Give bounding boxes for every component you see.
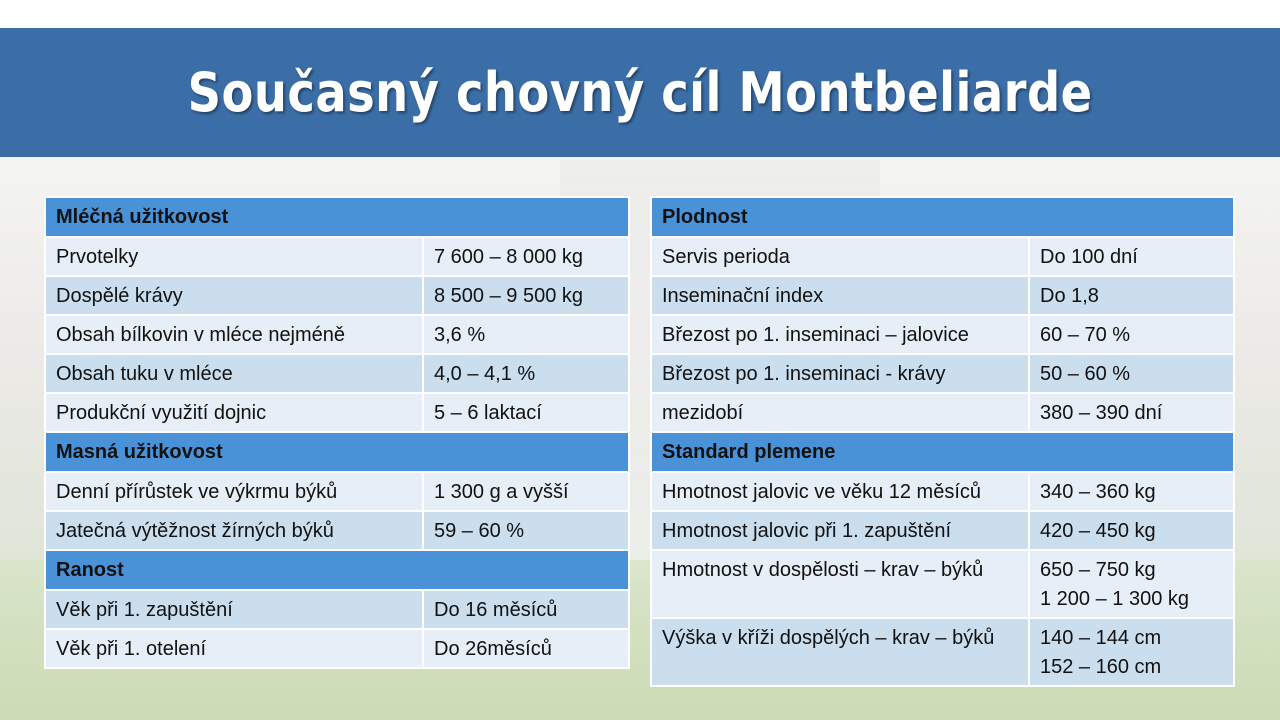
- row-value-cell: 650 – 750 kg 1 200 – 1 300 kg: [1028, 549, 1235, 619]
- table-row: Prvotelky 7 600 – 8 000 kg: [44, 236, 630, 277]
- table-row: Obsah bílkovin v mléce nejméně 3,6 %: [44, 314, 630, 355]
- section-header: Plodnost: [650, 196, 1235, 238]
- table-row: Věk při 1. otelení Do 26měsíců: [44, 628, 630, 669]
- row-value: 59 – 60 %: [422, 510, 630, 551]
- section-header-row: Masná užitkovost: [44, 431, 630, 473]
- table-row: Servis perioda Do 100 dní: [650, 236, 1235, 277]
- table-row: Jatečná výtěžnost žírných býků 59 – 60 %: [44, 510, 630, 551]
- row-label: Hmotnost jalovic při 1. zapuštění: [650, 510, 1030, 551]
- section-header-row: Mléčná užitkovost: [44, 196, 630, 238]
- table-row: Hmotnost jalovic při 1. zapuštění 420 – 4…: [650, 510, 1235, 551]
- section-header: Ranost: [44, 549, 630, 591]
- section-header-row: Ranost: [44, 549, 630, 591]
- row-label: mezidobí: [650, 392, 1030, 433]
- row-label: Březost po 1. inseminaci – jalovice: [650, 314, 1030, 355]
- row-value: Do 1,8: [1028, 275, 1235, 316]
- table-row: Hmotnost v dospělosti – krav – býků 650 –…: [650, 549, 1235, 619]
- row-label: Inseminační index: [650, 275, 1030, 316]
- section-header-row: Plodnost: [650, 196, 1235, 238]
- row-value: 7 600 – 8 000 kg: [422, 236, 630, 277]
- row-value: 60 – 70 %: [1028, 314, 1235, 355]
- page-title: Současný chovný cíl Montbeliarde: [187, 61, 1093, 124]
- section-header: Standard plemene: [650, 431, 1235, 473]
- row-value: 340 – 360 kg: [1028, 471, 1235, 512]
- title-bar: Současný chovný cíl Montbeliarde: [0, 28, 1280, 157]
- row-label: Hmotnost jalovic ve věku 12 měsíců: [650, 471, 1030, 512]
- row-label: Servis perioda: [650, 236, 1030, 277]
- row-value-second: 152 – 160 cm: [1040, 656, 1162, 678]
- row-label: Věk při 1. otelení: [44, 628, 424, 669]
- row-value: 380 – 390 dní: [1028, 392, 1235, 433]
- table-row: Věk při 1. zapuštění Do 16 měsíců: [44, 589, 630, 630]
- row-value: 420 – 450 kg: [1028, 510, 1235, 551]
- row-value-second: 1 200 – 1 300 kg: [1040, 588, 1190, 610]
- row-value: 1 300 g a vyšší: [422, 471, 630, 512]
- row-value: Do 26měsíců: [422, 628, 630, 669]
- row-value: 140 – 144 cm: [1040, 627, 1162, 649]
- row-value: 5 – 6 laktací: [422, 392, 630, 433]
- section-header: Mléčná užitkovost: [44, 196, 630, 238]
- row-value: 650 – 750 kg: [1040, 559, 1156, 581]
- right-table: Plodnost Servis perioda Do 100 dní Insemi…: [650, 196, 1235, 687]
- row-value: 4,0 – 4,1 %: [422, 353, 630, 394]
- left-table: Mléčná užitkovost Prvotelky 7 600 – 8 000…: [44, 196, 630, 669]
- section-header: Masná užitkovost: [44, 431, 630, 473]
- row-label: Obsah bílkovin v mléce nejméně: [44, 314, 424, 355]
- row-value: 50 – 60 %: [1028, 353, 1235, 394]
- section-header-row: Standard plemene: [650, 431, 1235, 473]
- table-row: Obsah tuku v mléce 4,0 – 4,1 %: [44, 353, 630, 394]
- table-row: Březost po 1. inseminaci - krávy 50 – 60 …: [650, 353, 1235, 394]
- row-value-cell: 140 – 144 cm 152 – 160 cm: [1028, 617, 1235, 687]
- row-value: 8 500 – 9 500 kg: [422, 275, 630, 316]
- row-label: Výška v kříži dospělých – krav – býků: [650, 617, 1030, 687]
- table-row: Inseminační index Do 1,8: [650, 275, 1235, 316]
- row-value: Do 16 měsíců: [422, 589, 630, 630]
- row-label: Jatečná výtěžnost žírných býků: [44, 510, 424, 551]
- table-row: Dospělé krávy 8 500 – 9 500 kg: [44, 275, 630, 316]
- row-label: Produkční využití dojnic: [44, 392, 424, 433]
- table-row: Březost po 1. inseminaci – jalovice 60 – …: [650, 314, 1235, 355]
- row-value: Do 100 dní: [1028, 236, 1235, 277]
- table-row: Hmotnost jalovic ve věku 12 měsíců 340 – …: [650, 471, 1235, 512]
- row-label: Dospělé krávy: [44, 275, 424, 316]
- row-label: Denní přírůstek ve výkrmu býků: [44, 471, 424, 512]
- table-row: Denní přírůstek ve výkrmu býků 1 300 g a …: [44, 471, 630, 512]
- row-value: 3,6 %: [422, 314, 630, 355]
- row-label: Obsah tuku v mléce: [44, 353, 424, 394]
- table-row: Výška v kříži dospělých – krav – býků 140…: [650, 617, 1235, 687]
- table-row: Produkční využití dojnic 5 – 6 laktací: [44, 392, 630, 433]
- row-label: Věk při 1. zapuštění: [44, 589, 424, 630]
- table-row: mezidobí 380 – 390 dní: [650, 392, 1235, 433]
- row-label: Prvotelky: [44, 236, 424, 277]
- row-label: Hmotnost v dospělosti – krav – býků: [650, 549, 1030, 619]
- row-label: Březost po 1. inseminaci - krávy: [650, 353, 1030, 394]
